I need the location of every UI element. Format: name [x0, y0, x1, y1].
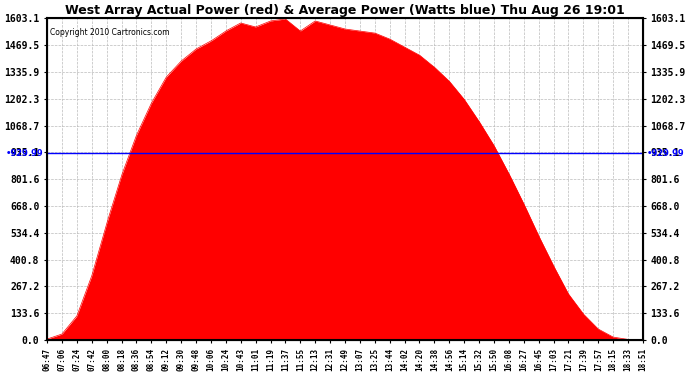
Text: •929.99: •929.99: [647, 149, 684, 158]
Title: West Array Actual Power (red) & Average Power (Watts blue) Thu Aug 26 19:01: West Array Actual Power (red) & Average …: [65, 4, 625, 17]
Text: •929.99: •929.99: [6, 149, 43, 158]
Text: Copyright 2010 Cartronics.com: Copyright 2010 Cartronics.com: [50, 28, 170, 37]
